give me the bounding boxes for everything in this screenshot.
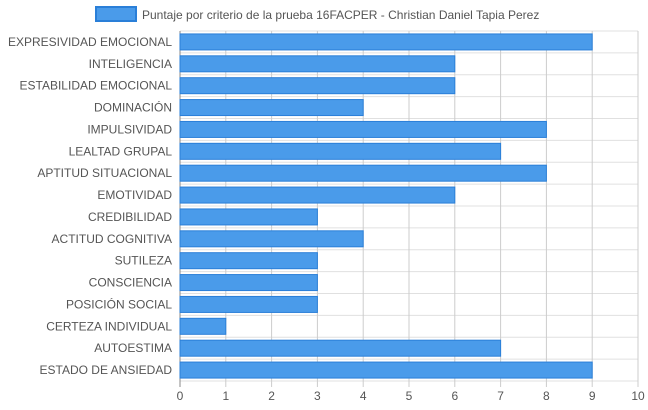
bar[interactable] [179,120,547,138]
category-label: SUTILEZA [115,254,172,268]
category-label: AUTOESTIMA [94,341,172,355]
category-label: DOMINACIÓN [94,100,172,115]
bar[interactable] [179,99,364,117]
bar[interactable] [179,142,502,160]
x-tick-label: 9 [589,389,596,403]
bars [179,33,593,379]
category-label: IMPULSIVIDAD [87,122,172,136]
legend-swatch [95,6,137,22]
category-label: CONSCIENCIA [89,276,172,290]
bar[interactable] [179,33,593,51]
category-label: CREDIBILIDAD [88,210,172,224]
category-label: APTITUD SITUACIONAL [37,166,172,180]
category-label: CERTEZA INDIVIDUAL [46,319,172,333]
category-label: INTELIGENCIA [89,57,172,71]
x-tick-label: 0 [177,389,184,403]
legend-label: Puntaje por criterio de la prueba 16FACP… [142,8,539,22]
x-tick-label: 5 [406,389,413,403]
category-label: ESTADO DE ANSIEDAD [40,363,173,377]
bar[interactable] [179,317,227,335]
category-label: EMOTIVIDAD [97,188,172,202]
category-label: ACTITUD COGNITIVA [52,232,172,246]
x-tick-label: 10 [631,389,645,403]
category-label: LEALTAD GRUPAL [69,144,173,158]
bar[interactable] [179,230,364,248]
bar[interactable] [179,164,547,182]
bar[interactable] [179,339,502,357]
category-labels: EXPRESIVIDAD EMOCIONAL INTELIGENCIA ESTABI… [8,35,172,377]
bar[interactable] [179,77,456,95]
x-tick-label: 8 [543,389,550,403]
bar[interactable] [179,208,318,226]
bar[interactable] [179,274,318,292]
bar[interactable] [179,295,318,313]
x-tick-label: 6 [451,389,458,403]
category-label: POSICIÓN SOCIAL [66,296,172,311]
x-tick-label: 7 [497,389,504,403]
x-tick-label: 2 [268,389,275,403]
x-tick-label: 3 [314,389,321,403]
legend[interactable]: Puntaje por criterio de la prueba 16FACP… [95,6,539,22]
x-tick-label: 1 [222,389,229,403]
category-label: EXPRESIVIDAD EMOCIONAL [8,35,172,49]
bar[interactable] [179,55,456,73]
bar[interactable] [179,186,456,204]
bar[interactable] [179,252,318,270]
x-axis-ticks: 0 1 2 3 4 5 6 7 8 9 10 [177,389,645,403]
bar[interactable] [179,361,593,379]
x-tick-label: 4 [360,389,367,403]
category-label: ESTABILIDAD EMOCIONAL [20,79,173,93]
